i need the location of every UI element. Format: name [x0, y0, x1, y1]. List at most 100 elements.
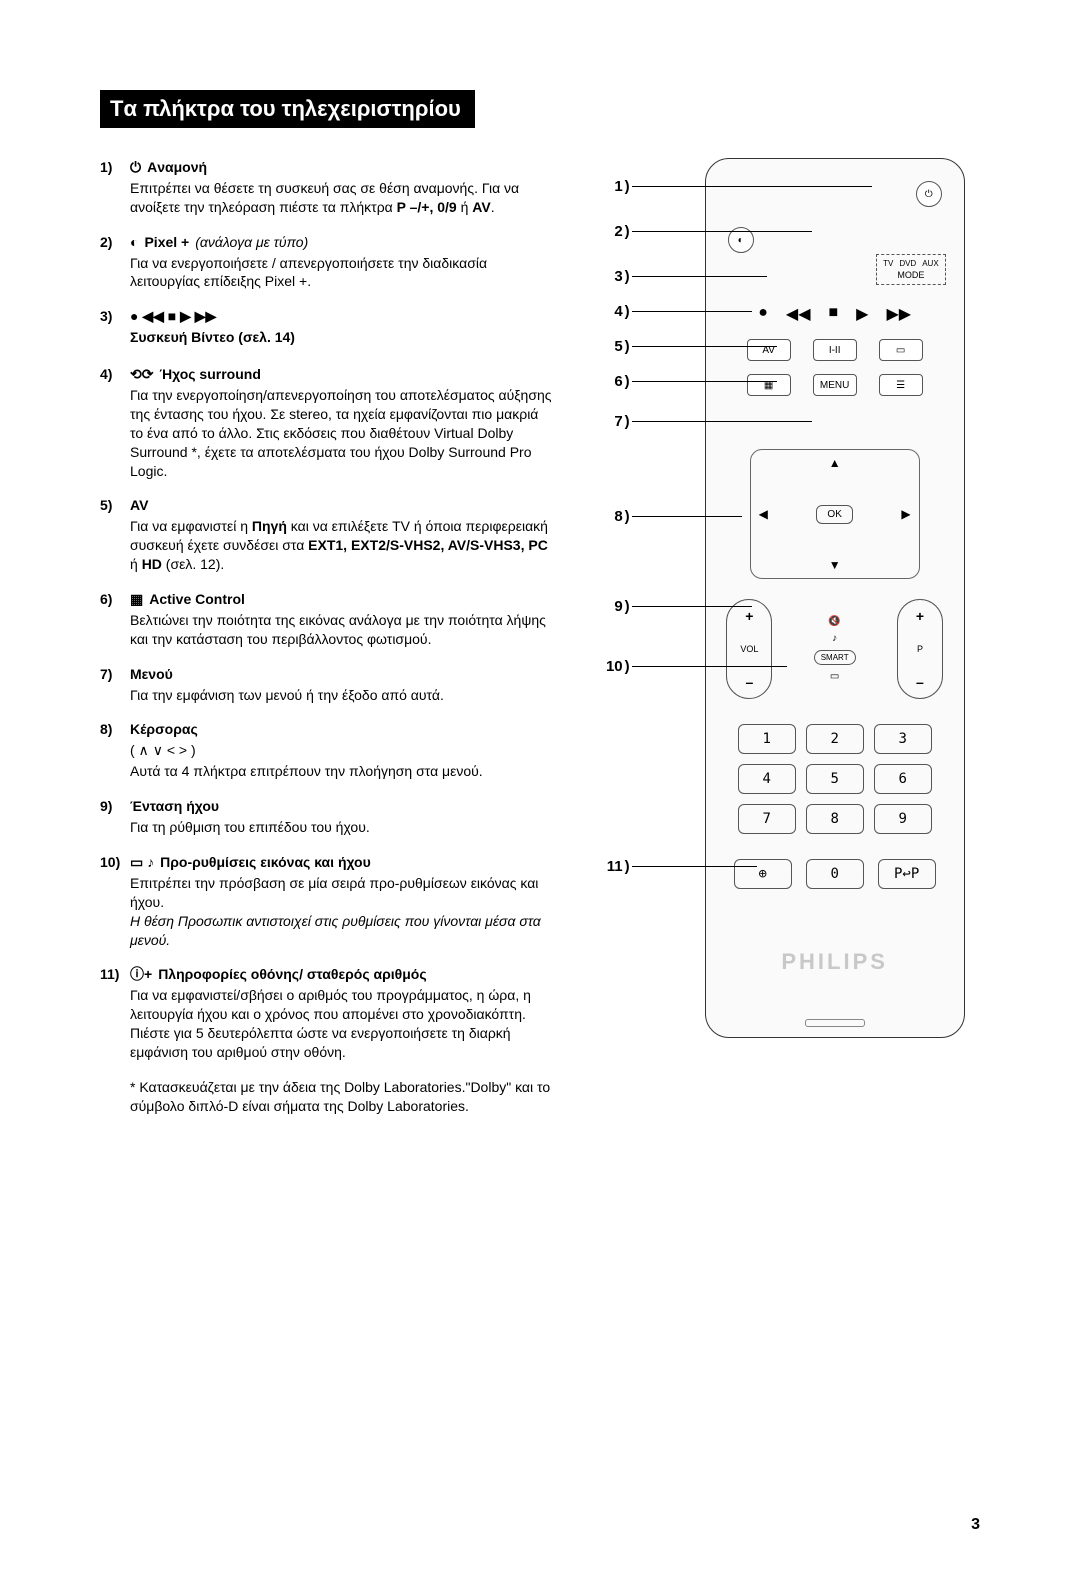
- item-body: ▦Active Control Bελτιώνει την ποιότητα τη…: [130, 590, 555, 649]
- item-cursor-symbols: ( ∧ ∨ < > ): [130, 741, 555, 760]
- item-number: 3): [100, 307, 130, 349]
- mode-label: MODE: [897, 270, 924, 280]
- center-icons: 🔇 ♪ SMART ▭: [814, 616, 856, 682]
- callout-6: 6): [595, 373, 777, 390]
- mode-box: TV DVD AUX MODE: [876, 254, 946, 285]
- ff-icon: ▶▶: [886, 304, 911, 324]
- item-desc: Για την ενεργοποίηση/απενεργοποίηση του …: [130, 386, 555, 480]
- key-7: 7: [738, 804, 796, 834]
- item-title: ▭ ♪Προ-ρυθμίσεις εικόνας και ήχου: [130, 853, 555, 872]
- item-number: 9): [100, 797, 130, 837]
- item-6: 6)▦Active Control Bελτιώνει την ποιότητα …: [100, 590, 555, 649]
- item-desc: Aυτά τα 4 πλήκτρα επιτρέπουν την πλοήγησ…: [130, 762, 555, 781]
- item-desc: Επιτρέπει την πρόσβαση σε μία σειρά προ-…: [130, 874, 555, 912]
- item-9: 9)Ένταση ήχου Για τη ρύθμιση του επιπέδου…: [100, 797, 555, 837]
- item-body: ▭ ♪Προ-ρυθμίσεις εικόνας και ήχου Επιτρέπ…: [130, 853, 555, 949]
- item-number: 4): [100, 365, 130, 480]
- item-body: ⟲⟳Ήχος surround Για την ενεργοποίηση/απεν…: [130, 365, 555, 480]
- item-desc: Για να εμφανιστεί/σβήσει ο αριθμός του π…: [130, 986, 555, 1062]
- item-desc: Για τη ρύθμιση του επιπέδου του ήχου.: [130, 818, 555, 837]
- key-9: 9: [874, 804, 932, 834]
- item-body: ⓘ+Πληροφορίες οθόνης/ σταθερός αριθμός Γι…: [130, 965, 555, 1061]
- callout-10: 10): [595, 658, 787, 675]
- item-title: AV: [130, 496, 555, 515]
- callout-8: 8): [595, 508, 742, 525]
- smart-label: SMART: [814, 650, 856, 665]
- mode-dvd: DVD: [899, 259, 916, 268]
- section-title: Tα πλήκτρα του τηλεχειριστηρίου: [100, 90, 475, 128]
- content-row: 1)⏻AναμονήEπιτρέπει να θέσετε τη συσκευή…: [100, 158, 990, 1116]
- item-8: 8)Kέρσορας ( ∧ ∨ < > ) Aυτά τα 4 πλήκτρα ε…: [100, 720, 555, 781]
- item-10: 10)▭ ♪Προ-ρυθμίσεις εικόνας και ήχου Επιτ…: [100, 853, 555, 949]
- list-button: ☰: [879, 374, 923, 396]
- item-title: ▦Active Control: [130, 590, 555, 609]
- down-arrow: ▼: [829, 558, 841, 572]
- item-number: 10): [100, 853, 130, 949]
- item-body: MενούΓια την εμφάνιση των μενού ή την έξ…: [130, 665, 555, 705]
- key-8: 8: [806, 804, 864, 834]
- p-rocker: +P–: [897, 599, 943, 699]
- right-arrow: ▶: [901, 507, 910, 521]
- power-icon: ⏻: [130, 158, 141, 177]
- callout-1: 1): [595, 178, 872, 195]
- page-number: 3: [971, 1516, 980, 1534]
- left-arrow: ◀: [759, 507, 768, 521]
- item-title: ⟲⟳Ήχος surround: [130, 365, 555, 384]
- key-1: 1: [738, 724, 796, 754]
- mute-icon: 🔇: [828, 616, 840, 627]
- item-desc: Για να εμφανιστεί η Πηγή και να επιλέξετ…: [130, 517, 555, 574]
- format-button: ▭: [879, 339, 923, 361]
- callout-3: 3): [595, 268, 767, 285]
- active-control-icon: ▦: [130, 590, 143, 609]
- play-icon: ▶: [856, 304, 868, 324]
- remote-tip: [805, 1019, 865, 1027]
- up-arrow: ▲: [829, 456, 841, 470]
- callout-2: 2): [595, 223, 812, 240]
- nav-cluster: ▲ ▼ ◀ ▶ OK: [750, 449, 920, 579]
- item-number: 8): [100, 720, 130, 781]
- item-title: ◐Pixel + (ανάλογα με τύπο): [130, 233, 555, 252]
- key-2: 2: [806, 724, 864, 754]
- callout-11: 11): [595, 858, 757, 875]
- item-1: 1)⏻AναμονήEπιτρέπει να θέσετε τη συσκευή…: [100, 158, 555, 217]
- callout-4: 4): [595, 303, 752, 320]
- keypad: 123456789: [738, 724, 932, 834]
- rew-icon: ◀◀: [786, 304, 811, 324]
- item-number: 11): [100, 965, 130, 1061]
- item-title: ● ◀◀ ■ ▶ ▶▶: [130, 307, 555, 326]
- bottom-row: ⊕ 0 P↩P: [734, 859, 936, 889]
- item-title: Kέρσορας: [130, 720, 555, 739]
- note-icon: ♪: [832, 633, 837, 644]
- item-number: 7): [100, 665, 130, 705]
- item-desc: Bελτιώνει την ποιότητα της εικόνας ανάλο…: [130, 611, 555, 649]
- item-body: AV Για να εμφανιστεί η Πηγή και να επιλέξ…: [130, 496, 555, 574]
- item-title: Mενού: [130, 665, 555, 684]
- brand-label: PHILIPS: [706, 949, 964, 975]
- menu-button: MENU: [813, 374, 857, 396]
- item-number: 1): [100, 158, 130, 217]
- instruction-list: 1)⏻AναμονήEπιτρέπει να θέσετε τη συσκευή…: [100, 158, 555, 1116]
- item-7: 7)MενούΓια την εμφάνιση των μενού ή την …: [100, 665, 555, 705]
- smart-icons: ▭ ♪: [130, 853, 154, 872]
- item-5: 5)AV Για να εμφανιστεί η Πηγή και να επιλ…: [100, 496, 555, 574]
- prev-ch-button: P↩P: [878, 859, 936, 889]
- footnote: * Κατασκευάζεται με την άδεια της Dolby …: [130, 1078, 555, 1116]
- mode-aux: AUX: [922, 259, 938, 268]
- key-5: 5: [806, 764, 864, 794]
- item-number: 6): [100, 590, 130, 649]
- item-number: 5): [100, 496, 130, 574]
- item-body: ◐Pixel + (ανάλογα με τύπο)Για να ενεργοπ…: [130, 233, 555, 292]
- item-body: Ένταση ήχου Για τη ρύθμιση του επιπέδου τ…: [130, 797, 555, 837]
- surround-icon: ⟲⟳: [130, 365, 153, 384]
- callout-7: 7): [595, 413, 812, 430]
- rec-icon: ●: [758, 304, 768, 324]
- item-title: Ένταση ήχου: [130, 797, 555, 816]
- callout-5: 5): [595, 338, 777, 355]
- key-3: 3: [874, 724, 932, 754]
- item-2: 2)◐Pixel + (ανάλογα με τύπο)Για να ενεργ…: [100, 233, 555, 292]
- item-4: 4)⟲⟳Ήχος surround Για την ενεργοποίηση/απ…: [100, 365, 555, 480]
- stop-icon: ■: [829, 304, 839, 324]
- item-title: ⓘ+Πληροφορίες οθόνης/ σταθερός αριθμός: [130, 965, 555, 984]
- zero-button: 0: [806, 859, 864, 889]
- item-desc: Eπιτρέπει να θέσετε τη συσκευή σας σε θέ…: [130, 179, 555, 217]
